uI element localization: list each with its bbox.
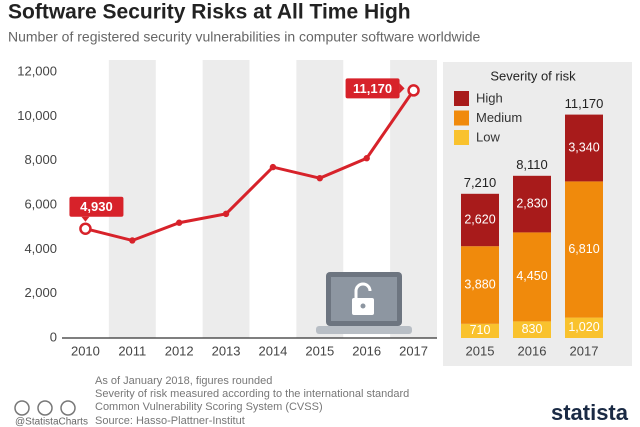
title: Software Security Risks at All Time High [8, 1, 411, 24]
x-tick-label: 2017 [570, 343, 599, 358]
value-label: 4,930 [80, 199, 113, 214]
subtitle: Number of registered security vulnerabil… [8, 29, 481, 45]
value-label-box [345, 78, 400, 99]
bar-segment [565, 181, 603, 318]
x-tick-label: 2014 [258, 343, 287, 358]
data-point [129, 237, 136, 244]
note: Common Vulnerability Scoring System (CVS… [95, 401, 323, 413]
legend-swatch [454, 110, 469, 126]
data-point [316, 174, 324, 182]
brand-logo: statista [551, 400, 629, 425]
value-label-pointer [399, 83, 405, 94]
segment-label: 3,880 [464, 277, 495, 291]
value-label-pointer [81, 216, 90, 222]
total-label: 7,210 [464, 175, 497, 190]
segment-label: 6,810 [568, 242, 599, 256]
x-tick-label: 2015 [466, 343, 495, 358]
data-point [363, 155, 370, 162]
segment-label: 710 [470, 323, 491, 337]
bar-segment [565, 114, 603, 182]
source: Source: Hasso-Plattner-Institut [95, 415, 245, 427]
segment-label: 2,620 [464, 212, 495, 226]
bar-segment [461, 246, 499, 324]
total-label: 11,170 [565, 96, 604, 111]
y-tick-label: 0 [50, 329, 57, 344]
x-tick-label: 2010 [71, 343, 100, 358]
note: As of January 2018, figures rounded [95, 375, 272, 387]
note: Severity of risk measured according to t… [95, 388, 409, 400]
data-line [85, 89, 415, 243]
data-point [175, 219, 183, 226]
x-tick-label: 2012 [165, 343, 194, 358]
data-point [222, 210, 230, 218]
legend-label: Low [476, 129, 500, 144]
total-label: 8,110 [516, 157, 548, 172]
value-label-box [69, 196, 124, 217]
segment-label: 830 [522, 322, 543, 336]
license-icons [14, 400, 76, 416]
x-tick-label: 2015 [305, 343, 334, 358]
segment-label: 2,830 [516, 196, 547, 210]
segment-label: 3,340 [568, 140, 599, 154]
value-label: 11,170 [353, 81, 392, 96]
x-tick-label: 2017 [399, 343, 428, 358]
bar-segment [513, 321, 551, 338]
x-tick-label: 2013 [212, 343, 241, 358]
data-point [269, 163, 277, 171]
x-tick-label: 2011 [118, 343, 146, 358]
handle: @StatistaCharts [15, 417, 88, 427]
y-tick-label: 2,000 [24, 285, 57, 300]
segment-label: 1,020 [568, 320, 599, 334]
bar-segment [461, 323, 499, 338]
bar-segment [565, 317, 603, 338]
legend-title: Severity of risk [490, 68, 576, 83]
legend-swatch [454, 130, 469, 145]
bar-segment [513, 175, 551, 233]
x-tick-label: 2016 [352, 343, 381, 358]
y-tick-label: 4,000 [24, 241, 57, 256]
legend-swatch [454, 91, 469, 106]
laptop-icon [316, 272, 412, 334]
y-tick-label: 12,000 [17, 63, 57, 78]
y-tick-label: 6,000 [24, 196, 57, 211]
legend-label: High [476, 90, 503, 105]
y-tick-label: 10,000 [17, 108, 57, 123]
data-point [79, 222, 92, 235]
segment-label: 4,450 [516, 269, 547, 283]
legend-label: Medium [476, 110, 522, 125]
bar-segment [461, 193, 499, 247]
bar-segment [513, 232, 551, 322]
x-tick-label: 2016 [518, 343, 547, 358]
y-tick-label: 8,000 [24, 152, 57, 167]
data-point [407, 84, 420, 97]
